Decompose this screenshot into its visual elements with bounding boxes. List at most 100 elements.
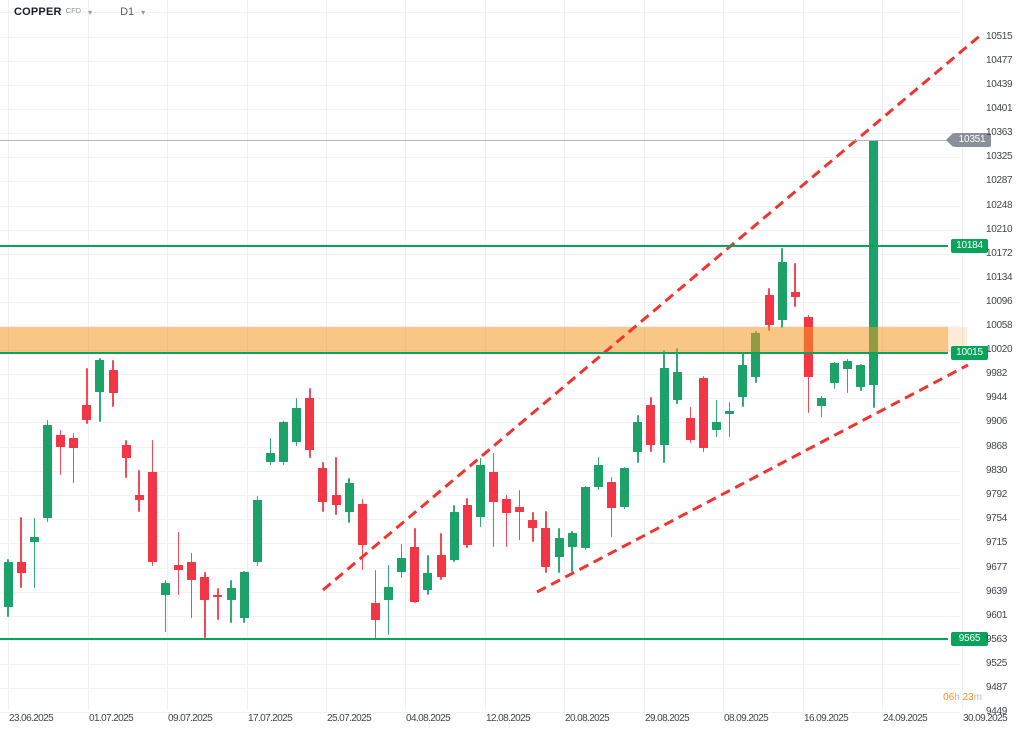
level-price-badge: 9565	[951, 631, 988, 646]
price-tick-label: 10020	[986, 344, 1013, 356]
chevron-down-icon: ▾	[141, 7, 146, 17]
grid-line-vertical	[167, 0, 168, 710]
candle	[108, 370, 118, 394]
date-tick-label: 30.09.2025	[963, 713, 1008, 724]
grid-line-horizontal	[0, 663, 960, 665]
candle	[200, 577, 210, 600]
date-tick-label: 04.08.2025	[406, 713, 451, 724]
price-tick-label: 10058	[986, 320, 1013, 332]
date-tick-label: 12.08.2025	[486, 713, 531, 724]
level-line-10184[interactable]	[0, 245, 948, 248]
price-tick-label: 10401	[986, 102, 1013, 114]
price-tick-label: 10439	[986, 78, 1013, 90]
candle-wick	[138, 469, 140, 512]
grid-line-horizontal	[0, 591, 960, 593]
grid-line-vertical	[247, 0, 248, 710]
price-tick-label: 9754	[986, 512, 1008, 524]
candle	[265, 452, 275, 463]
price-axis[interactable]: 10515 10477 10439 10401 10363 10325 10287 10248…	[948, 0, 1024, 729]
timer-hours: 06	[943, 692, 955, 703]
candle	[29, 537, 39, 543]
candle	[305, 398, 315, 451]
candle	[226, 587, 236, 600]
candle	[370, 603, 380, 621]
timer-hours-unit: h	[954, 692, 960, 703]
grid-line-vertical	[88, 0, 89, 710]
price-tick-label: 10363	[986, 126, 1013, 138]
price-tick-label: 9792	[986, 488, 1008, 500]
price-tick-label: 9487	[986, 681, 1008, 693]
candle	[56, 435, 65, 448]
price-tick-label: 9639	[986, 585, 1008, 597]
candle	[213, 594, 223, 597]
candle	[292, 407, 302, 442]
price-tick-label: 9601	[986, 609, 1008, 621]
grid-line-horizontal	[0, 615, 960, 617]
candle-wick	[204, 572, 206, 638]
candle-wick	[125, 440, 127, 479]
candle-countdown-timer: 06h 23m	[936, 692, 982, 703]
candle	[95, 360, 105, 392]
date-tick-label: 01.07.2025	[89, 713, 134, 724]
current-price-line	[0, 140, 948, 142]
candle	[279, 422, 288, 463]
price-tick-label: 10515	[986, 30, 1013, 42]
date-tick-label: 08.09.2025	[724, 713, 769, 724]
instrument-toolbar: COPPER CFD ▾ D1 ▾	[14, 6, 145, 18]
instrument-type-label: CFD	[65, 6, 82, 15]
candle	[252, 499, 262, 562]
timeframe-selector[interactable]: D1 ▾	[120, 6, 145, 18]
timer-minutes-unit: m	[973, 692, 982, 703]
candle-wick	[20, 516, 22, 588]
price-tick-label: 9715	[986, 537, 1008, 549]
candle	[187, 561, 197, 581]
candle	[239, 572, 249, 619]
grid-line-horizontal	[0, 687, 960, 689]
candle-wick	[86, 367, 88, 425]
candle-wick	[177, 532, 180, 595]
price-tick-label: 10325	[986, 150, 1013, 162]
price-tick-label: 10248	[986, 199, 1013, 211]
candle	[147, 471, 157, 562]
candle	[69, 438, 79, 449]
date-axis[interactable]: 23.06.2025 01.07.2025 09.07.2025 17.07.2025…	[0, 710, 1024, 729]
price-tick-label: 9449	[986, 706, 1008, 717]
price-tick-label: 10096	[986, 296, 1013, 307]
candle-wick	[190, 552, 193, 619]
candle-wick	[387, 565, 390, 635]
timer-minutes: 23	[962, 692, 974, 703]
price-tick-label: 10134	[986, 271, 1013, 283]
price-tick-label: 9563	[986, 633, 1008, 645]
price-tick-label: 9906	[986, 416, 1008, 428]
candle	[16, 561, 26, 574]
candle	[3, 561, 13, 607]
grid-line-horizontal	[0, 712, 960, 713]
candle-wick	[269, 438, 272, 465]
level-line-10015[interactable]	[0, 352, 948, 355]
date-tick-label: 24.09.2025	[883, 713, 928, 724]
price-tick-label: 9525	[986, 657, 1008, 669]
candle	[174, 565, 184, 571]
price-tick-label: 10287	[986, 175, 1013, 186]
candle-wick	[72, 433, 75, 484]
price-tick-label: 9944	[986, 392, 1008, 404]
grid-line-horizontal	[0, 12, 960, 13]
candle	[134, 495, 144, 501]
date-tick-label: 20.08.2025	[565, 713, 610, 724]
candle-wick	[33, 517, 35, 588]
candle-wick	[230, 580, 232, 624]
level-line-9565[interactable]	[0, 637, 948, 640]
chevron-down-icon: ▾	[88, 7, 93, 17]
price-tick-label: 9982	[986, 368, 1008, 380]
price-tick-label: 10172	[986, 247, 1013, 259]
price-tick-label: 9868	[986, 440, 1008, 452]
symbol-selector[interactable]: COPPER CFD ▾	[14, 6, 92, 18]
candle-wick	[59, 430, 62, 475]
grid-line-horizontal	[0, 639, 960, 641]
candle-wick	[217, 587, 219, 621]
price-tick-label: 9830	[986, 464, 1008, 476]
date-tick-label: 23.06.2025	[9, 713, 54, 724]
price-tick-label: 10210	[986, 223, 1013, 235]
